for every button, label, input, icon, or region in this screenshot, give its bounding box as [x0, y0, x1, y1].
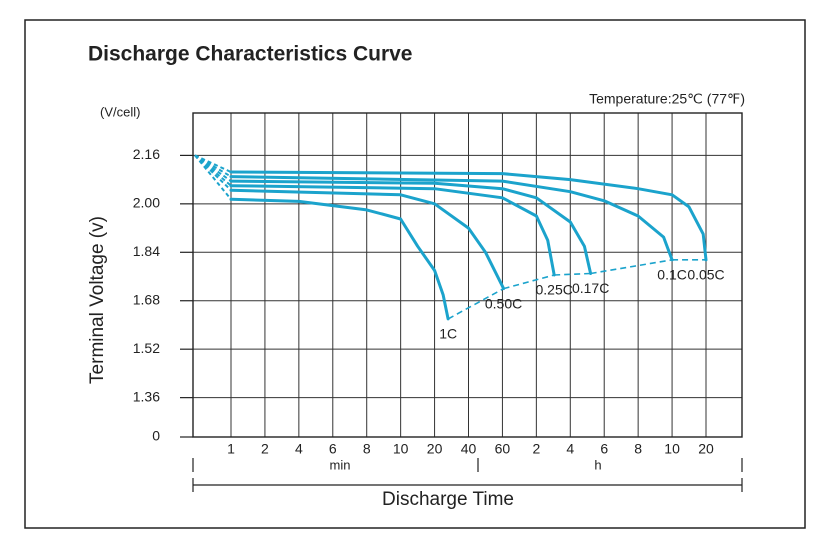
series-label: 0.25C: [535, 282, 572, 298]
start-dash: [194, 154, 232, 200]
end-dash: [590, 259, 673, 275]
chart-title: Discharge Characteristics Curve: [88, 43, 413, 66]
series-label: 0.17C: [572, 280, 609, 296]
discharge-curve: [229, 170, 708, 262]
x-tick-label: 10: [664, 441, 680, 457]
series-label: 0.50C: [485, 295, 522, 311]
discharge-curve: [229, 184, 556, 277]
series-label: 1C: [439, 326, 457, 342]
x-tick-label: 6: [600, 441, 608, 457]
y-tick-label: 1.68: [133, 291, 160, 307]
end-dash: [554, 272, 591, 276]
x-tick-label: 20: [427, 441, 443, 457]
annotation: Temperature:25℃ (77℉): [589, 91, 745, 107]
start-dash: [194, 154, 232, 178]
x-tick-label: 8: [363, 441, 371, 457]
frame: [24, 19, 806, 529]
x-tick-label: 4: [566, 441, 574, 457]
x-unit: min: [330, 457, 351, 472]
y-tick-label: 2.00: [133, 195, 160, 211]
series-label: 0.1C: [657, 267, 687, 283]
discharge-curve: [229, 197, 450, 321]
end-dash: [503, 274, 555, 290]
x-tick-label: 2: [532, 441, 540, 457]
y-tick-label: 1.84: [133, 243, 160, 259]
y-unit: (V/cell): [100, 104, 140, 119]
discharge-curve: [229, 188, 506, 291]
y-tick-label: 0: [152, 428, 160, 444]
x-tick-label: 10: [393, 441, 409, 457]
x-unit: h: [594, 457, 601, 472]
x-tick-label: 8: [634, 441, 642, 457]
discharge-curve: [229, 179, 593, 275]
x-tick-label: 60: [495, 441, 511, 457]
x-tick-label: 40: [461, 441, 477, 457]
end-dash: [447, 287, 504, 320]
x-tick-label: 2: [261, 441, 269, 457]
x-tick-label: 6: [329, 441, 337, 457]
y-axis-label: Terminal Voltage (v): [87, 216, 108, 384]
discharge-curve: [229, 175, 674, 262]
y-tick-label: 2.16: [133, 146, 160, 162]
x-brackets: [192, 458, 743, 492]
series-label: 0.05C: [687, 267, 724, 283]
x-tick-label: 4: [295, 441, 303, 457]
plot-area: [192, 112, 743, 438]
y-tick-label: 1.52: [133, 340, 160, 356]
y-tick-label: 1.36: [133, 388, 160, 404]
x-axis-label: Discharge Time: [382, 489, 514, 510]
x-tick-label: 1: [227, 441, 235, 457]
x-tick-label: 20: [698, 441, 714, 457]
